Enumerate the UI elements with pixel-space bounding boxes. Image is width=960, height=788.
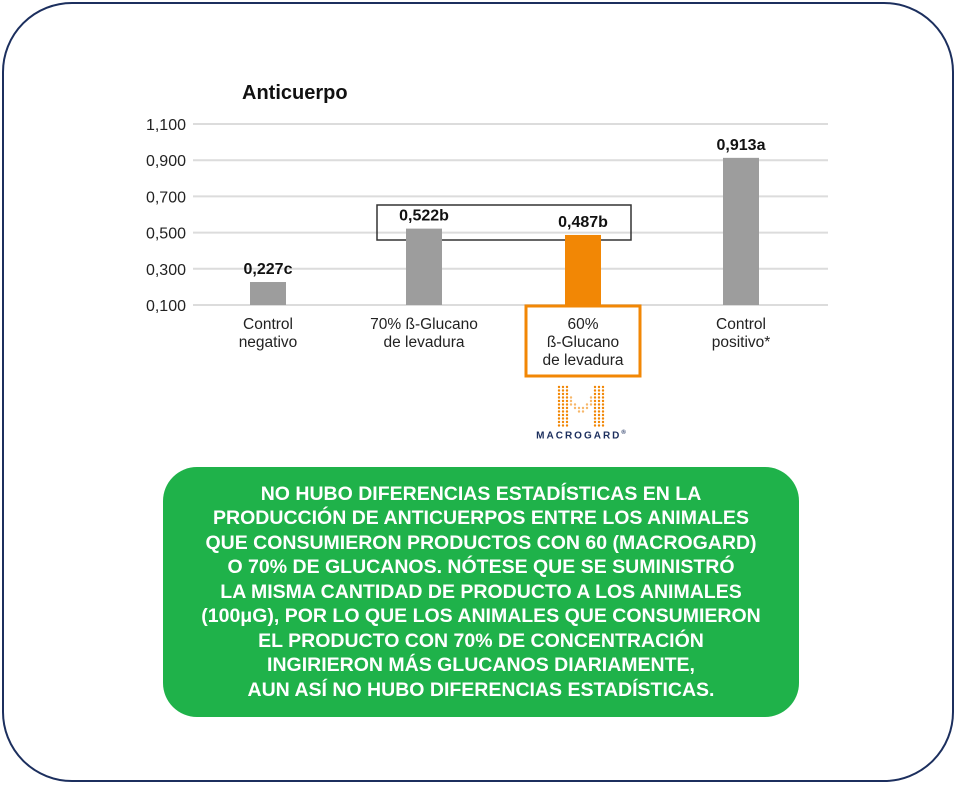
x-tick-label: ß-Glucano (547, 334, 619, 351)
x-tick-label: de levadura (542, 352, 623, 369)
data-label: 0,522b (399, 208, 449, 225)
bar (250, 282, 286, 305)
x-tick-label: Control (716, 316, 766, 333)
bar-chart: 0,100 0,300 0,500 0,700 0,900 1,100 0,227c Cont… (146, 117, 828, 427)
x-tick-label: negativo (239, 334, 298, 351)
note-line: PRODUCCIÓN DE ANTICUERPOS ENTRE LOS ANIM… (213, 507, 749, 530)
x-tick-label: positivo* (712, 334, 771, 351)
bar (723, 157, 759, 305)
note-line: O 70% DE GLUCANOS. NÓTESE QUE SE SUMINIS… (227, 556, 735, 579)
note-line: QUE CONSUMIERON PRODUCTOS CON 60 (MACROG… (205, 531, 757, 554)
y-tick-label: 0,100 (146, 298, 186, 315)
bar (406, 228, 442, 305)
x-tick-label: 60% (567, 316, 598, 333)
note-line: NO HUBO DIFERENCIAS ESTADÍSTICAS EN LA (260, 482, 702, 505)
macrogard-logo-icon (557, 385, 605, 427)
y-tick-label: 0,900 (146, 153, 186, 170)
chart-title: Anticuerpo (242, 82, 348, 104)
y-tick-label: 0,300 (146, 262, 186, 279)
x-tick-label: Control (243, 316, 293, 333)
note-line: INGIRIERON MÁS GLUCANOS DIARIAMENTE, (267, 654, 695, 677)
highlight-box (524, 304, 642, 378)
x-tick-label: 70% ß-Glucano (370, 316, 478, 333)
note-line: AUN ASÍ NO HUBO DIFERENCIAS ESTADÍSTICAS… (247, 678, 715, 701)
x-tick-label: de levadura (383, 334, 464, 351)
macrogard-logo-text: MACROGARD® (536, 430, 628, 442)
data-label: 0,487b (558, 214, 608, 231)
y-tick-label: 1,100 (146, 117, 186, 134)
conclusion-note: NO HUBO DIFERENCIAS ESTADÍSTICAS EN LA PR… (163, 467, 799, 717)
note-line: EL PRODUCTO CON 70% DE CONCENTRACIÓN (258, 629, 704, 652)
data-label: 0,913a (717, 137, 766, 154)
note-line: LA MISMA CANTIDAD DE PRODUCTO A LOS ANIM… (220, 580, 742, 603)
data-label: 0,227c (244, 261, 293, 278)
note-line: (100μG), POR LO QUE LOS ANIMALES QUE CON… (201, 605, 761, 628)
y-tick-label: 0,500 (146, 226, 186, 243)
no-difference-box (376, 204, 632, 241)
bar (565, 234, 601, 305)
y-tick-label: 0,700 (146, 189, 186, 206)
